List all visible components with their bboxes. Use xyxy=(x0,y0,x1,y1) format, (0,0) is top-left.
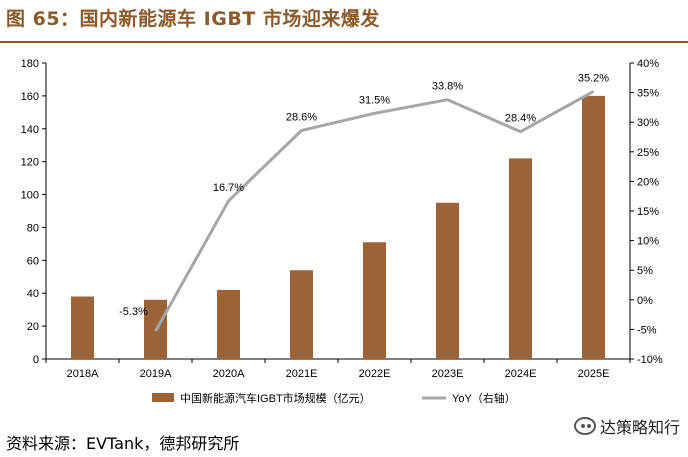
y-left-tick-label: 180 xyxy=(21,58,39,70)
x-tick-label: 2019A xyxy=(140,368,172,380)
bar xyxy=(217,289,240,359)
y-right-tick-label: -5% xyxy=(637,324,657,336)
x-tick-label: 2024E xyxy=(505,368,537,380)
y-right-tick-label: 5% xyxy=(637,265,653,277)
x-tick-label: 2020A xyxy=(213,368,245,380)
yoy-data-label: 28.6% xyxy=(286,111,317,123)
y-right-tick-label: 15% xyxy=(637,206,659,218)
source-note: 资料来源：EVTank，德邦研究所 xyxy=(6,434,240,453)
y-right-tick-label: 20% xyxy=(637,176,659,188)
x-tick-label: 2025E xyxy=(578,368,610,380)
bar xyxy=(509,158,532,359)
y-left-tick-label: 140 xyxy=(21,124,39,136)
y-right-tick-label: 35% xyxy=(637,88,659,100)
y-right-tick-label: -10% xyxy=(637,354,663,366)
wechat-icon xyxy=(573,417,596,435)
y-left-tick-label: 100 xyxy=(21,190,39,202)
legend-line-label: YoY（右轴） xyxy=(452,391,516,405)
y-left-tick-label: 20 xyxy=(27,321,39,333)
page-title: 图 65：国内新能源车 IGBT 市场迎来爆发 xyxy=(6,8,380,30)
yoy-data-label: 35.2% xyxy=(578,72,609,84)
yoy-data-label: 31.5% xyxy=(359,94,390,106)
watermark: 达策略知行 xyxy=(573,414,680,438)
y-left-tick-label: 40 xyxy=(27,288,39,300)
y-left-tick-label: 80 xyxy=(27,222,39,234)
yoy-line xyxy=(154,90,595,332)
x-tick-label: 2021E xyxy=(286,368,318,380)
bar xyxy=(436,202,459,359)
watermark-text: 达策略知行 xyxy=(599,418,680,437)
title-divider xyxy=(0,41,688,43)
legend-bar-swatch xyxy=(152,393,174,402)
bar xyxy=(363,242,386,359)
yoy-data-label: 33.8% xyxy=(432,81,463,93)
yoy-data-label: 16.7% xyxy=(213,182,244,194)
bar xyxy=(582,95,605,359)
y-right-tick-label: 25% xyxy=(637,147,659,159)
y-right-tick-label: 30% xyxy=(637,117,659,129)
y-right-tick-label: 40% xyxy=(637,58,659,70)
x-tick-label: 2018A xyxy=(67,368,99,380)
yoy-data-label: -5.3% xyxy=(119,306,148,318)
x-tick-label: 2023E xyxy=(432,368,464,380)
bar xyxy=(71,296,94,359)
y-left-tick-label: 160 xyxy=(21,91,39,103)
x-tick-label: 2022E xyxy=(359,368,391,380)
legend-bar-label: 中国新能源汽车IGBT市场规模（亿元） xyxy=(180,391,371,405)
bar xyxy=(290,270,313,359)
y-right-tick-label: 10% xyxy=(637,236,659,248)
y-left-tick-label: 120 xyxy=(21,157,39,169)
yoy-data-label: 28.4% xyxy=(505,113,536,125)
y-left-tick-label: 60 xyxy=(27,255,39,267)
y-left-tick-label: 0 xyxy=(33,354,39,366)
y-right-tick-label: 0% xyxy=(637,295,653,307)
